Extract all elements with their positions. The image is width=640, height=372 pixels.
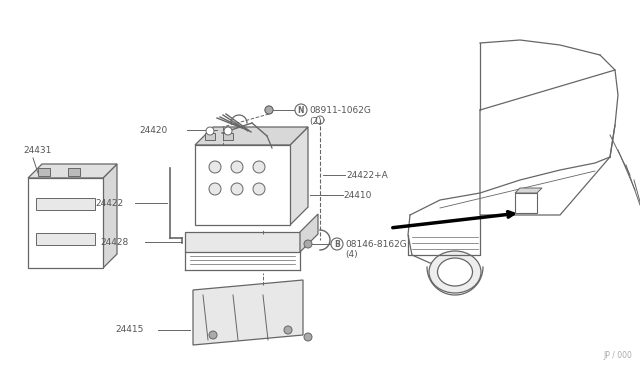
Bar: [38, 168, 50, 176]
Text: B: B: [334, 240, 340, 248]
Polygon shape: [103, 164, 117, 268]
Circle shape: [253, 161, 265, 173]
Circle shape: [209, 161, 221, 173]
Text: 24422: 24422: [95, 199, 123, 208]
Bar: [185, 232, 300, 252]
Polygon shape: [290, 127, 308, 225]
Circle shape: [265, 106, 273, 114]
Text: 24422+A: 24422+A: [346, 170, 388, 180]
Text: 24415: 24415: [115, 326, 143, 334]
Circle shape: [265, 106, 273, 114]
Circle shape: [331, 238, 343, 250]
Circle shape: [209, 183, 221, 195]
Bar: [36, 233, 95, 245]
Text: (2): (2): [309, 116, 322, 125]
Circle shape: [231, 183, 243, 195]
Text: N: N: [298, 106, 304, 115]
Polygon shape: [515, 188, 542, 193]
Text: 24428: 24428: [100, 237, 128, 247]
Text: 24410: 24410: [343, 190, 371, 199]
Circle shape: [231, 161, 243, 173]
Polygon shape: [28, 164, 117, 178]
Bar: [36, 198, 95, 210]
Text: JP / 000: JP / 000: [603, 351, 632, 360]
Circle shape: [295, 104, 307, 116]
Circle shape: [304, 240, 312, 248]
Bar: [205, 133, 215, 140]
Circle shape: [209, 331, 217, 339]
Circle shape: [224, 127, 232, 135]
Polygon shape: [193, 280, 303, 345]
Bar: [515, 193, 537, 213]
Text: 08911-1062G: 08911-1062G: [309, 106, 371, 115]
Ellipse shape: [438, 258, 472, 286]
Bar: [223, 133, 233, 140]
Ellipse shape: [429, 251, 481, 293]
Circle shape: [284, 326, 292, 334]
Bar: [195, 145, 290, 225]
Text: (4): (4): [345, 250, 358, 260]
Polygon shape: [195, 127, 308, 145]
Circle shape: [253, 183, 265, 195]
Text: 24420: 24420: [139, 125, 167, 135]
Text: 08146-8162G: 08146-8162G: [345, 240, 407, 248]
Polygon shape: [300, 214, 318, 252]
Bar: [28, 178, 103, 268]
Text: 24431: 24431: [23, 145, 51, 154]
Bar: [68, 168, 80, 176]
Circle shape: [206, 127, 214, 135]
Circle shape: [304, 333, 312, 341]
